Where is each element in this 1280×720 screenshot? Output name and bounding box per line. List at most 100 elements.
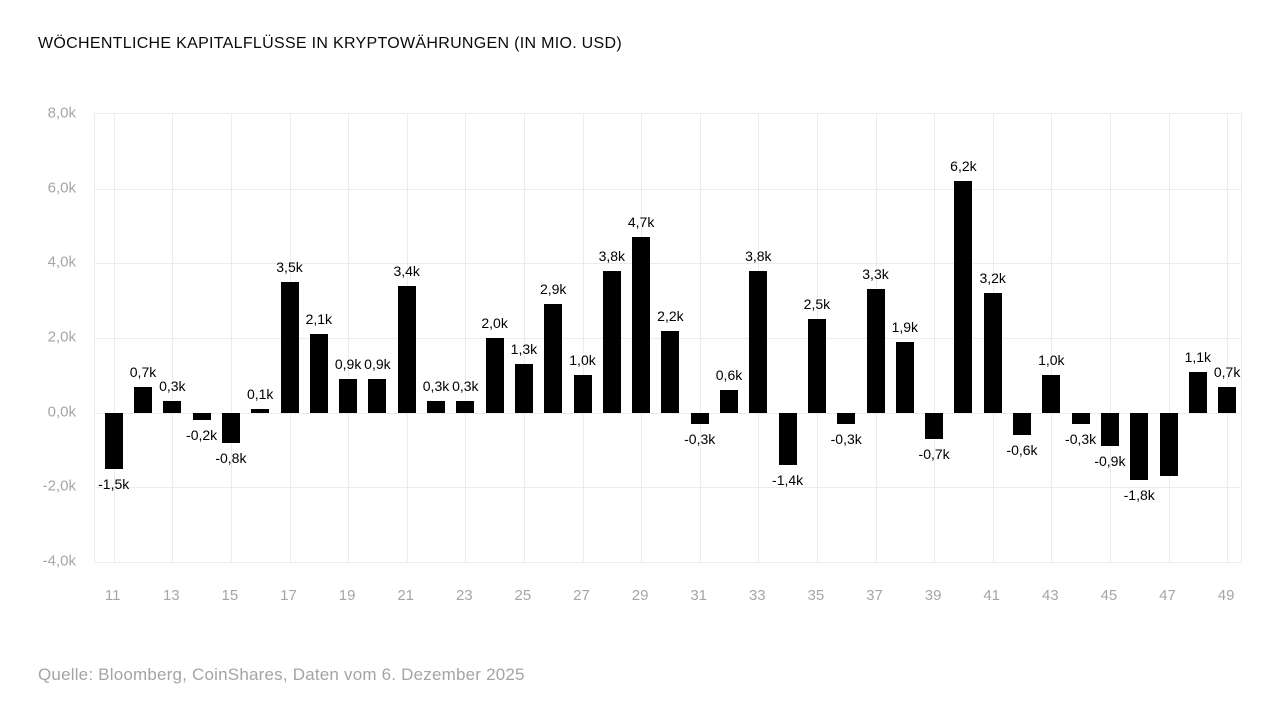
bar-value-label: -0,3k bbox=[684, 430, 716, 447]
bar-value-label: 0,6k bbox=[715, 367, 743, 384]
v-gridline bbox=[113, 114, 115, 562]
bar bbox=[280, 282, 299, 413]
v-gridline bbox=[934, 114, 936, 562]
bar-value-label: -0,9k bbox=[1094, 453, 1126, 470]
bar bbox=[1013, 412, 1031, 436]
bar-value-label: 2,5k bbox=[803, 296, 831, 313]
bar-value-label: 4,7k bbox=[627, 214, 655, 231]
x-axis-tick-label: 29 bbox=[631, 587, 649, 604]
bar-value-label: 3,8k bbox=[745, 247, 772, 264]
x-axis-tick-label: 21 bbox=[397, 587, 415, 604]
v-gridline bbox=[348, 114, 350, 562]
bar bbox=[251, 408, 270, 413]
y-axis-tick-label: 2,0k bbox=[47, 328, 76, 346]
bar-value-label: 3,4k bbox=[393, 262, 420, 279]
bar-value-label: 0,7k bbox=[129, 363, 157, 380]
v-gridline bbox=[582, 114, 584, 562]
bar bbox=[778, 412, 797, 465]
y-axis-tick-label: 8,0k bbox=[47, 104, 76, 122]
bar bbox=[661, 330, 680, 413]
bar bbox=[339, 379, 358, 413]
bar bbox=[749, 270, 768, 413]
bar-value-label: 2,9k bbox=[539, 281, 567, 298]
bar-value-label: 2,1k bbox=[305, 311, 333, 328]
x-axis-tick-label: 15 bbox=[221, 587, 239, 604]
y-axis-tick-label: -2,0k bbox=[42, 477, 76, 495]
v-gridline bbox=[1168, 114, 1170, 562]
bar bbox=[397, 285, 416, 413]
bar-value-label: -0,7k bbox=[918, 445, 950, 462]
bar bbox=[720, 390, 738, 413]
bar bbox=[192, 412, 211, 421]
x-axis-tick-label: 35 bbox=[807, 587, 825, 604]
bar bbox=[368, 379, 387, 413]
x-axis-tick-label: 11 bbox=[104, 587, 121, 604]
bar-value-label: 2,2k bbox=[657, 307, 684, 324]
bar-value-label: 1,1k bbox=[1184, 348, 1212, 365]
v-gridline bbox=[523, 114, 525, 562]
bar-value-label: 0,7k bbox=[1213, 363, 1241, 380]
plot-area: -1,5k 0,7k 0,3k -0,2k -0,8k 0,1k 3,5k 2,1k 0,9k 0… bbox=[94, 113, 1242, 563]
bar-value-label: -0,8k bbox=[215, 449, 247, 466]
bar bbox=[983, 293, 1002, 413]
x-axis-tick-label: 45 bbox=[1100, 587, 1118, 604]
x-axis-tick-label: 17 bbox=[280, 587, 297, 604]
bar bbox=[221, 412, 240, 443]
x-axis-tick-label: 13 bbox=[162, 587, 180, 604]
bar bbox=[1188, 371, 1207, 413]
bar-value-label: -1,4k bbox=[772, 471, 804, 488]
v-gridline bbox=[465, 114, 467, 562]
bar-value-label: 0,9k bbox=[334, 356, 362, 373]
bar-value-label: -0,2k bbox=[186, 427, 218, 444]
bar-value-label: 0,3k bbox=[422, 378, 450, 395]
bar bbox=[602, 270, 621, 413]
x-axis-tick-label: 49 bbox=[1217, 587, 1235, 604]
x-axis-tick-label: 27 bbox=[573, 587, 590, 604]
x-axis-tick-label: 19 bbox=[338, 587, 356, 604]
bar-value-label: 1,3k bbox=[510, 341, 538, 358]
bar-value-label: 1,9k bbox=[891, 318, 919, 335]
bar bbox=[514, 364, 533, 413]
h-gridline bbox=[95, 188, 1241, 190]
bar-value-label: 3,3k bbox=[862, 266, 889, 283]
bar-value-label: -0,3k bbox=[1065, 430, 1097, 447]
v-gridline bbox=[1227, 114, 1229, 562]
chart-title: WÖCHENTLICHE KAPITALFLÜSSE IN KRYPTOWÄHR… bbox=[38, 35, 622, 52]
x-axis-tick-label: 25 bbox=[514, 587, 532, 604]
bar-value-label: 0,3k bbox=[159, 378, 186, 395]
bar-value-label: 1,0k bbox=[1038, 352, 1065, 369]
y-axis-tick-label: 0,0k bbox=[47, 403, 76, 421]
x-axis-tick-label: 41 bbox=[983, 587, 1001, 604]
h-gridline bbox=[95, 487, 1241, 489]
v-gridline bbox=[172, 114, 174, 562]
x-axis-tick-label: 47 bbox=[1159, 587, 1176, 604]
bar bbox=[954, 181, 973, 413]
x-axis-tick-label: 33 bbox=[748, 587, 766, 604]
bar bbox=[309, 334, 328, 413]
bar-value-label: 0,3k bbox=[452, 378, 479, 395]
bar bbox=[1159, 412, 1178, 477]
bar bbox=[573, 375, 592, 413]
v-gridline bbox=[1051, 114, 1053, 562]
v-gridline bbox=[699, 114, 701, 562]
bar bbox=[1130, 412, 1149, 480]
bar-value-label: 1,0k bbox=[569, 352, 596, 369]
bar-value-label: -0,3k bbox=[830, 430, 862, 447]
bar-value-label: -0,6k bbox=[1006, 442, 1038, 459]
y-axis-tick-label: -4,0k bbox=[42, 552, 76, 570]
x-axis-tick-label: 23 bbox=[455, 587, 473, 604]
x-axis-tick-label: 37 bbox=[866, 587, 883, 604]
bar bbox=[456, 401, 475, 413]
x-axis-tick-label: 31 bbox=[690, 587, 708, 604]
v-gridline bbox=[1109, 114, 1111, 562]
bar bbox=[925, 412, 944, 439]
x-axis-tick-label: 43 bbox=[1041, 587, 1059, 604]
bar-value-label: 3,5k bbox=[276, 259, 303, 275]
h-gridline bbox=[95, 263, 1241, 265]
bar-value-label: 3,8k bbox=[598, 247, 626, 264]
bar bbox=[837, 412, 856, 424]
bar bbox=[895, 341, 914, 413]
bar bbox=[807, 319, 826, 413]
bar-value-label: 6,2k bbox=[950, 158, 977, 175]
